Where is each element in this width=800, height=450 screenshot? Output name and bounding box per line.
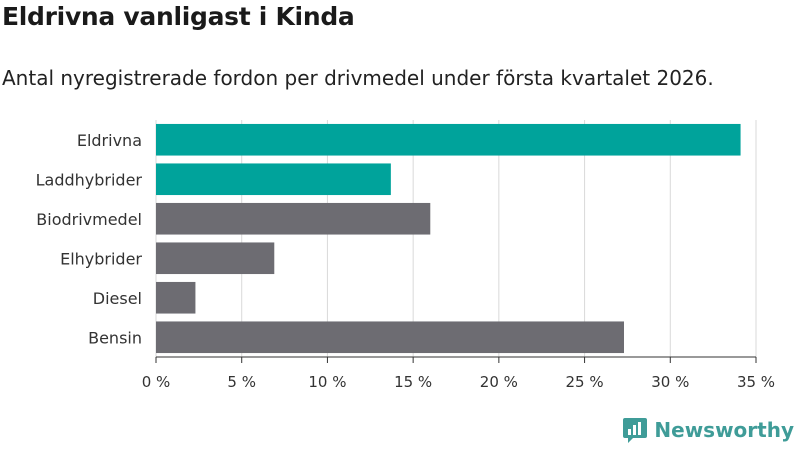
- category-label: Biodrivmedel: [36, 210, 142, 229]
- newsworthy-logo-icon: [623, 418, 648, 443]
- brand-logo: Newsworthy: [622, 416, 794, 444]
- x-tick-label: 0 %: [142, 373, 171, 391]
- chart-title: Eldrivna vanligast i Kinda: [2, 2, 355, 31]
- x-tick-label: 5 %: [227, 373, 256, 391]
- category-label: Diesel: [93, 289, 142, 308]
- bar: [156, 242, 275, 275]
- bar: [156, 281, 196, 314]
- x-tick-label: 25 %: [566, 373, 604, 391]
- bar: [156, 321, 624, 354]
- brand-name: Newsworthy: [654, 418, 794, 442]
- bar: [156, 202, 431, 235]
- chart-subtitle: Antal nyregistrerade fordon per drivmede…: [2, 66, 714, 90]
- x-tick-label: 35 %: [737, 373, 775, 391]
- category-label: Bensin: [88, 328, 142, 347]
- x-tick-label: 20 %: [480, 373, 518, 391]
- x-tick-label: 15 %: [394, 373, 432, 391]
- x-tick-label: 10 %: [308, 373, 346, 391]
- category-label: Elhybrider: [60, 249, 142, 268]
- category-label: Laddhybrider: [36, 170, 143, 189]
- bar: [156, 163, 391, 196]
- bar: [156, 123, 741, 156]
- x-tick-label: 30 %: [651, 373, 689, 391]
- category-label: Eldrivna: [77, 131, 142, 150]
